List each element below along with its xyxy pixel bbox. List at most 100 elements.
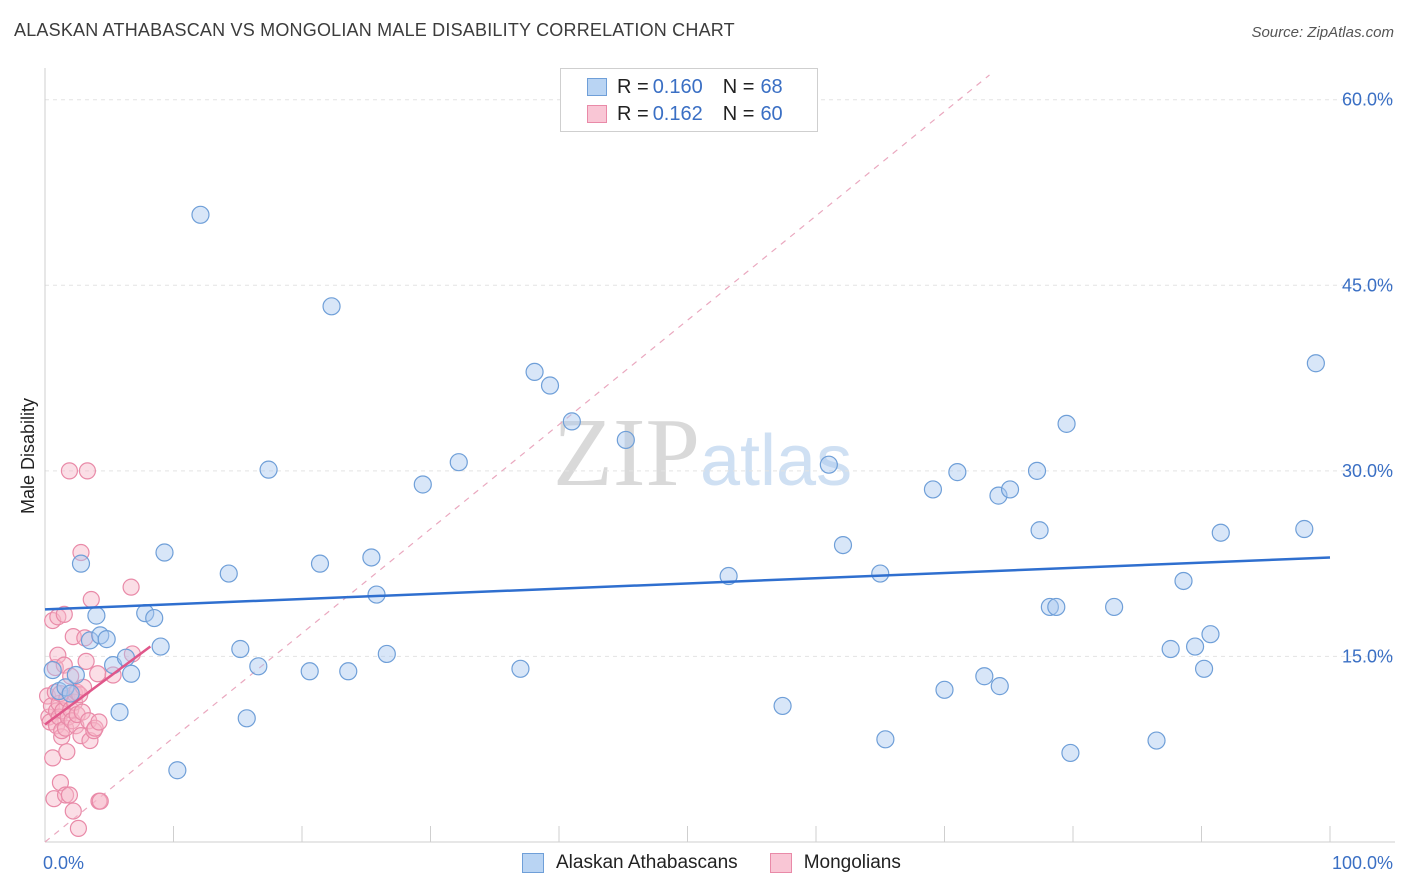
- mongolian-point: [76, 629, 94, 647]
- athabascan-point: [1306, 354, 1325, 373]
- legend-r-value: 0.160: [652, 75, 703, 98]
- athabascan-point: [1105, 597, 1124, 617]
- legend-r-label: R =: [617, 102, 649, 125]
- reference-diagonal-layer: [44, 74, 990, 843]
- athabascan-point: [773, 696, 792, 716]
- athabascan-point: [1174, 571, 1193, 591]
- athabascan-point: [819, 455, 838, 474]
- athabascan-point: [871, 564, 890, 583]
- athabascan-point: [43, 660, 62, 680]
- athabascan-point: [1147, 731, 1166, 750]
- athabascan-point: [1057, 414, 1076, 433]
- athabascan-point: [151, 637, 170, 656]
- athabascan-point: [249, 657, 268, 676]
- mongolian-point: [58, 743, 76, 761]
- athabascan-point: [71, 554, 91, 573]
- athabascan-point: [66, 665, 85, 685]
- source-credit: Source: ZipAtlas.com: [1251, 24, 1394, 41]
- athabascan-point: [237, 709, 256, 728]
- mongolians-trend-line: [44, 645, 152, 726]
- legend-r-value: 0.162: [652, 102, 703, 125]
- watermark: ZIPatlas: [553, 395, 852, 509]
- athabascan-point: [923, 480, 943, 499]
- athabascan-point: [540, 376, 560, 395]
- mongolian-point: [82, 590, 100, 609]
- athabascan-point: [97, 630, 116, 649]
- mongolian-point: [69, 819, 88, 837]
- athabascan-point: [61, 684, 80, 703]
- athabascan-point: [145, 608, 164, 628]
- mongolian-point: [90, 713, 108, 731]
- athabascan-point: [525, 362, 544, 382]
- athabascans-points: [43, 205, 1325, 780]
- athabascan-point: [413, 475, 432, 494]
- athabascan-point: [1047, 597, 1066, 617]
- athabascan-point: [1000, 480, 1020, 499]
- athabascan-point: [168, 761, 187, 780]
- mongolian-point: [72, 727, 90, 745]
- mongolian-point: [60, 462, 79, 480]
- mongolian-point: [77, 652, 95, 670]
- series-legend-mongolians: Mongolians: [769, 852, 901, 874]
- mongolian-point: [91, 792, 109, 810]
- correlation-legend: R = 0.160 N = 68 R = 0.162 N = 60: [560, 68, 818, 132]
- athabascan-point: [87, 606, 106, 625]
- athabascan-point: [362, 548, 381, 567]
- athabascan-point: [1061, 743, 1080, 763]
- label-layer: 15.0% 30.0% 45.0% 60.0% 0.0% 100.0% Male Disab…: [18, 90, 1393, 873]
- legend-n-label: N =: [722, 102, 755, 125]
- y-tick-label: 15.0%: [1342, 646, 1393, 666]
- athabascan-point: [322, 297, 341, 316]
- athabascan-point: [155, 543, 174, 562]
- y-tick-label: 30.0%: [1342, 461, 1393, 481]
- athabascan-point: [511, 659, 530, 678]
- mongolian-point: [60, 786, 79, 804]
- mongolian-point: [56, 786, 75, 804]
- athabascan-point: [1185, 637, 1205, 656]
- athabascan-point: [833, 535, 853, 555]
- legend-n-value: 60: [760, 102, 783, 125]
- athabascan-point: [1194, 659, 1214, 678]
- series-legend-athabascans: Alaskan Athabascans: [522, 852, 738, 874]
- athabascan-point: [191, 205, 210, 224]
- athabascan-point: [1211, 523, 1230, 542]
- mongolian-point: [73, 703, 91, 721]
- series-legend: Alaskan Athabascans Mongolians: [522, 852, 933, 874]
- athabascan-point: [1161, 639, 1180, 659]
- legend-swatch-pink: [587, 105, 607, 123]
- mongolian-point: [55, 605, 73, 623]
- athabascan-point: [1030, 521, 1049, 540]
- reference-diagonal: [44, 74, 990, 843]
- athabascan-point: [616, 430, 635, 450]
- mongolian-point: [89, 665, 107, 683]
- athabascans-trend-line: [44, 556, 1331, 611]
- athabascan-point: [310, 554, 330, 573]
- athabascan-point: [1040, 597, 1059, 617]
- mongolian-point: [64, 802, 82, 820]
- athabascan-point: [719, 566, 738, 586]
- mongolian-point: [44, 749, 62, 767]
- athabascan-point: [990, 677, 1009, 696]
- athabascan-point: [975, 667, 994, 686]
- athabascan-point: [876, 730, 895, 749]
- x-tick-label: 0.0%: [43, 853, 84, 873]
- athabascan-point: [300, 662, 319, 681]
- athabascan-point: [121, 664, 141, 683]
- legend-row-athabascans: R = 0.160 N = 68: [587, 74, 783, 100]
- athabascan-point: [989, 486, 1008, 505]
- axis-layer: [44, 68, 1395, 843]
- series-label: Mongolians: [803, 852, 901, 873]
- athabascan-point: [339, 662, 358, 681]
- legend-r-label: R =: [617, 75, 649, 98]
- athabascan-point: [1295, 519, 1314, 539]
- chart-title: ALASKAN ATHABASCAN VS MONGOLIAN MALE DIS…: [14, 20, 735, 40]
- athabascan-point: [948, 463, 967, 482]
- legend-swatch-blue: [587, 78, 607, 96]
- y-axis-title: Male Disability: [18, 398, 38, 514]
- legend-n-label: N =: [722, 75, 755, 98]
- athabascan-point: [935, 680, 954, 699]
- y-tick-label: 60.0%: [1342, 90, 1393, 110]
- trend-layer: [44, 556, 1331, 726]
- x-tick-label: 100.0%: [1332, 853, 1393, 873]
